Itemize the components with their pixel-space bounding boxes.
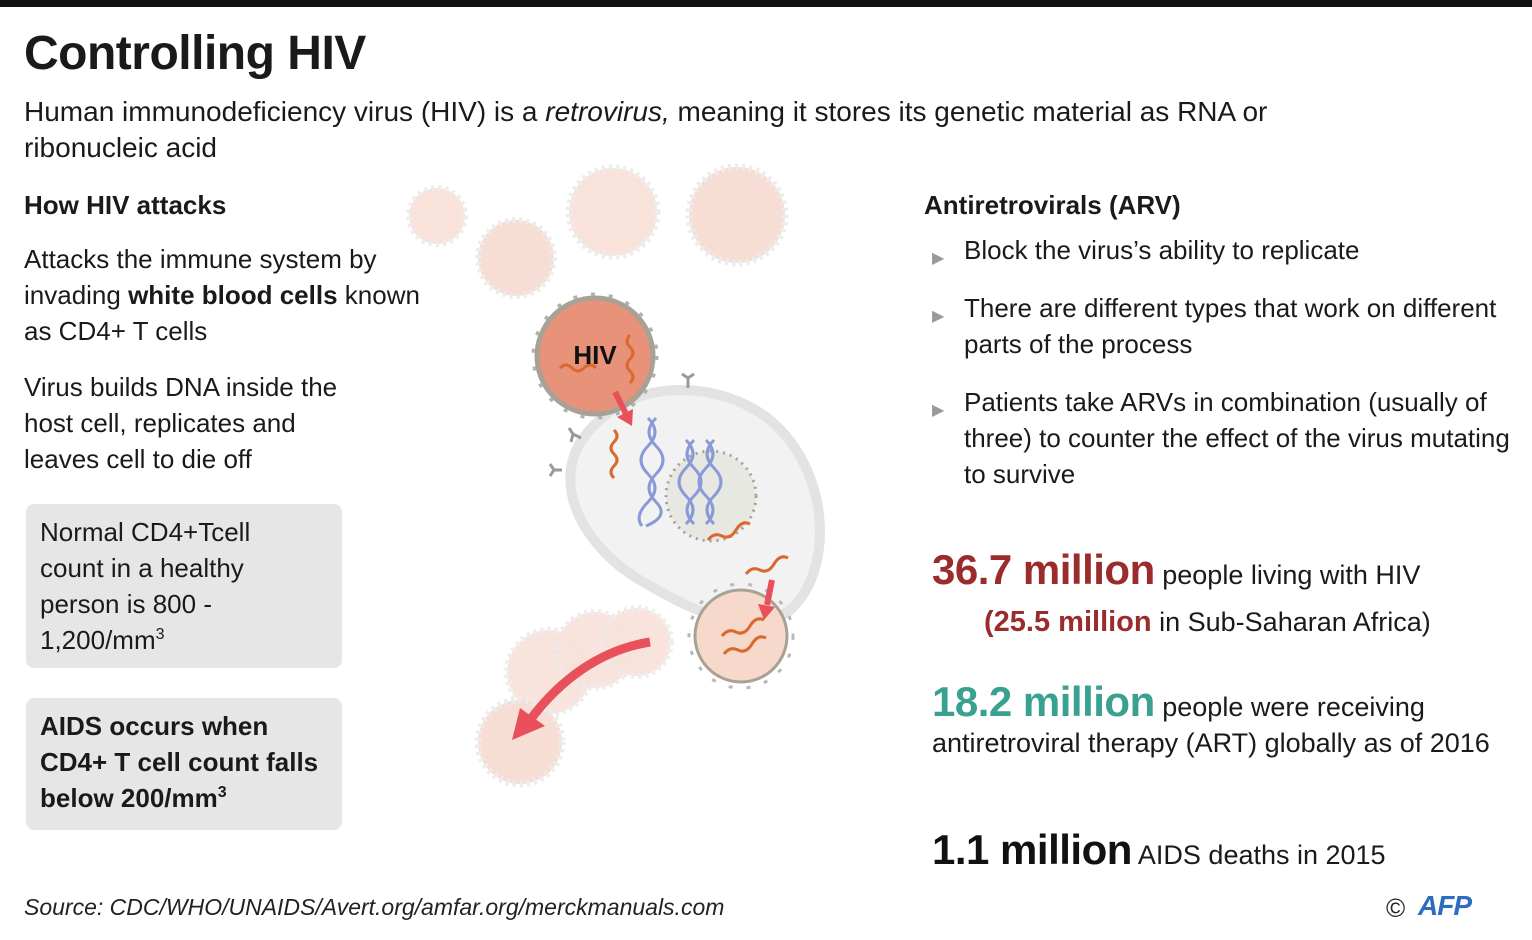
arrow-entry bbox=[612, 390, 629, 416]
rna-strand bbox=[558, 363, 598, 373]
arv-bullet-text: There are different types that work on d… bbox=[964, 293, 1497, 359]
stat-art: 18.2 million people were receiving antir… bbox=[932, 681, 1492, 761]
stat-text: AIDS deaths in 2015 bbox=[1131, 840, 1386, 870]
attack-text-start: Attacks the immune system by invading bbox=[24, 244, 377, 310]
stat-people-living: 36.7 million people living with HIV bbox=[932, 549, 1512, 593]
aids-threshold-box: AIDS occurs when CD4+ T cell count falls… bbox=[26, 698, 342, 830]
arv-bullet-text: Patients take ARVs in combination (usual… bbox=[964, 387, 1510, 489]
stat-sub-open: ( bbox=[984, 606, 994, 638]
stat-text: people were receiving antiretroviral the… bbox=[932, 692, 1490, 758]
arv-bullet: ▶ There are different types that work on… bbox=[932, 290, 1512, 366]
afp-logo: AFP bbox=[1418, 890, 1472, 921]
dna-helix-icons bbox=[637, 416, 723, 528]
arrow-entry-head bbox=[617, 409, 633, 426]
subtitle-text-start: Human immunodeficiency virus (HIV) is a bbox=[24, 96, 546, 127]
stat-sub-saharan: (25.5 million in Sub-Saharan Africa) bbox=[984, 604, 1524, 640]
hiv-virus-body bbox=[534, 295, 656, 417]
arrow-exit bbox=[764, 579, 775, 606]
arv-bullet: ▶ Block the virus’s ability to replicate bbox=[932, 232, 1512, 272]
receptor-icons bbox=[548, 372, 695, 477]
cubed-superscript: 3 bbox=[155, 626, 165, 643]
stat-text: people living with HIV bbox=[1154, 560, 1421, 590]
copyright-symbol: © bbox=[1386, 893, 1406, 923]
subtitle-italic-term: retrovirus, bbox=[545, 96, 670, 127]
triangle-right-icon: ▶ bbox=[932, 308, 945, 325]
background-cell bbox=[475, 217, 557, 299]
attack-text-end: known as CD4+ T cells bbox=[24, 280, 420, 346]
arv-bullet: ▶ Patients take ARVs in combination (usu… bbox=[932, 384, 1512, 496]
normal-count-label: Normal CD4+Tcell count in a healthy pers… bbox=[40, 517, 251, 655]
stat-sub-text: in Sub-Saharan Africa) bbox=[1151, 607, 1431, 637]
hiv-infection-diagram: HIV bbox=[406, 163, 825, 788]
background-cell bbox=[406, 185, 468, 247]
triangle-right-icon: ▶ bbox=[932, 250, 945, 267]
process-arrows bbox=[512, 390, 775, 740]
rna-strand bbox=[625, 333, 635, 385]
stat-value: 18.2 million bbox=[932, 678, 1155, 725]
background-cell bbox=[474, 696, 566, 788]
white-blood-cells-term: white blood cells bbox=[128, 280, 338, 310]
arrow-release-head bbox=[512, 708, 545, 740]
stat-deaths: 1.1 million AIDS deaths in 2015 bbox=[932, 829, 1512, 873]
source-credit: Source: CDC/WHO/UNAIDS/Avert.org/amfar.o… bbox=[24, 894, 725, 920]
stat-sub-value: 25.5 million bbox=[993, 606, 1152, 638]
page-subtitle: Human immunodeficiency virus (HIV) is a … bbox=[24, 94, 1304, 166]
page-title: Controlling HIV bbox=[24, 27, 366, 80]
top-bar bbox=[0, 0, 1532, 7]
stat-value: 36.7 million bbox=[932, 546, 1155, 593]
subtitle-text-end: meaning it stores its genetic material a… bbox=[24, 96, 1268, 163]
normal-count-box: Normal CD4+Tcell count in a healthy pers… bbox=[26, 504, 342, 668]
how-hiv-attacks-heading: How HIV attacks bbox=[24, 190, 227, 220]
background-cell bbox=[565, 164, 661, 260]
arrow-release bbox=[526, 637, 651, 723]
arrow-exit-head bbox=[758, 604, 775, 620]
cubed-superscript: 3 bbox=[217, 784, 227, 801]
triangle-right-icon: ▶ bbox=[932, 402, 945, 419]
aids-threshold-text: AIDS occurs when CD4+ T cell count falls… bbox=[40, 708, 336, 816]
hiv-virus: HIV bbox=[531, 292, 659, 420]
aids-threshold-label: AIDS occurs when CD4+ T cell count falls… bbox=[40, 711, 319, 813]
attack-description: Attacks the immune system by invading wh… bbox=[24, 241, 434, 349]
hiv-virus-label: HIV bbox=[573, 340, 617, 370]
replication-description: Virus builds DNA inside the host cell, r… bbox=[24, 372, 338, 474]
normal-count-text: Normal CD4+Tcell count in a healthy pers… bbox=[40, 514, 290, 658]
background-cell bbox=[685, 163, 789, 267]
arv-bullet-text: Block the virus’s ability to replicate bbox=[964, 235, 1360, 265]
stat-value: 1.1 million bbox=[932, 826, 1132, 873]
arv-heading: Antiretrovirals (ARV) bbox=[924, 190, 1181, 220]
